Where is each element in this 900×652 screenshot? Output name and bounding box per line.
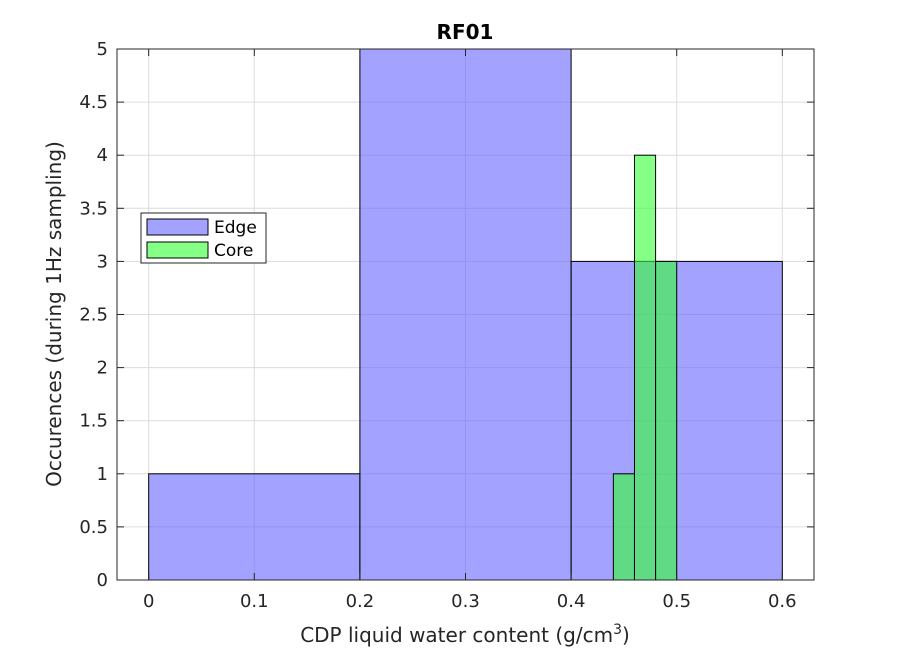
chart-title: RF01: [437, 20, 494, 44]
histogram-bar-core: [655, 260, 678, 581]
legend: Edge Core: [140, 212, 267, 264]
y-tick-label: 3: [97, 251, 108, 272]
histogram-bar-core: [612, 473, 635, 581]
y-tick-label: 5: [97, 39, 108, 60]
core-series-bars: [612, 154, 678, 581]
edge-series-bars: [148, 48, 783, 581]
y-tick-label: 1.5: [79, 411, 108, 432]
x-tick-label: 0.5: [662, 591, 691, 612]
y-tick-label: 0.5: [79, 517, 108, 538]
histogram-bar-edge: [148, 473, 361, 581]
x-axis-label-suffix: ): [622, 623, 630, 647]
y-tick-label: 4.5: [79, 92, 108, 113]
x-axis-label-main: CDP liquid water content (g/cm: [300, 623, 613, 647]
x-axis-ticks: 0 0.1 0.2 0.3 0.4 0.5 0.6: [143, 49, 797, 612]
y-tick-label: 3.5: [79, 198, 108, 219]
x-axis-label-superscript: 3: [613, 622, 622, 638]
histogram-bar-core: [633, 154, 657, 581]
x-tick-label: 0: [143, 591, 154, 612]
histogram-bar-edge: [359, 48, 572, 581]
legend-label-edge: Edge: [214, 218, 257, 238]
legend-swatch-edge: [146, 218, 209, 236]
legend-swatch-core: [146, 241, 209, 259]
y-axis-ticks: 0 0.5 1 1.5 2 2.5 3 3.5 4 4.5 5: [79, 39, 814, 591]
y-axis-label: Occurences (during 1Hz sampling): [42, 141, 66, 487]
x-tick-label: 0.6: [768, 591, 797, 612]
y-tick-label: 2.5: [79, 305, 108, 326]
y-tick-label: 0: [97, 570, 108, 591]
y-tick-label: 4: [97, 145, 108, 166]
legend-label-core: Core: [214, 241, 253, 261]
x-axis-label: CDP liquid water content (g/cm3): [300, 622, 630, 647]
x-tick-label: 0.2: [346, 591, 375, 612]
x-tick-label: 0.3: [451, 591, 480, 612]
x-tick-label: 0.1: [240, 591, 269, 612]
y-tick-label: 1: [97, 464, 108, 485]
x-tick-label: 0.4: [557, 591, 586, 612]
y-tick-label: 2: [97, 358, 108, 379]
